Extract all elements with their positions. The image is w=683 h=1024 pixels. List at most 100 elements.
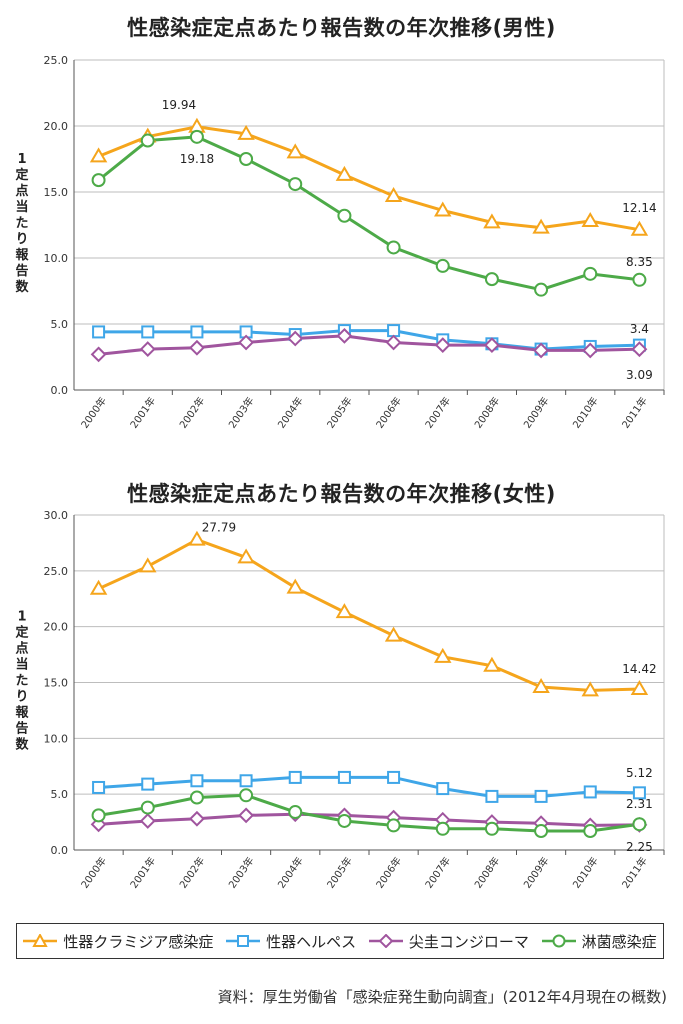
data-point (483, 213, 501, 229)
data-point (92, 780, 106, 794)
x-tick-label: 2003年 (226, 854, 257, 890)
x-tick-label: 2010年 (570, 854, 601, 890)
x-tick-label: 2004年 (275, 394, 306, 430)
data-point (189, 339, 205, 356)
data-point (139, 813, 156, 829)
source-note: 資料：厚生労働省「感染症発生動向調査」(2012年4月現在の概数) (217, 988, 667, 1006)
data-label: 27.79 (202, 521, 236, 535)
data-point (288, 805, 303, 820)
triangle-marker-icon (23, 934, 58, 947)
series-line (98, 793, 640, 833)
y-axis-label-char: 数 (15, 279, 29, 295)
y-axis-label-char: 点 (15, 641, 28, 657)
circle-marker-icon (541, 934, 576, 948)
x-tick-label: 2011年 (619, 394, 650, 430)
data-point (384, 186, 403, 202)
chart-title-female: 性感染症定点あたり報告数の年次推移(女性) (127, 482, 556, 506)
x-tick-label: 2003年 (226, 394, 257, 430)
data-point (385, 334, 402, 351)
data-point (89, 147, 108, 163)
data-point (581, 681, 599, 697)
data-point (335, 165, 354, 181)
x-tick-label: 2001年 (127, 854, 158, 890)
data-point (237, 124, 255, 140)
data-point (534, 282, 549, 297)
series-line (98, 775, 640, 798)
data-point (139, 557, 157, 573)
legend-item-chlamydia: 性器クラミジア感染症 (23, 931, 213, 952)
y-axis-label-char: 点 (15, 183, 28, 199)
y-tick-label: 0.0 (51, 384, 69, 397)
x-tick-label: 2006年 (373, 854, 404, 890)
data-point (484, 821, 499, 836)
data-point (632, 817, 647, 832)
data-label: 5.12 (626, 766, 653, 780)
data-point (89, 579, 108, 595)
legend-label: 尖圭コンジローマ (408, 932, 529, 951)
y-tick-label: 30.0 (44, 510, 69, 522)
x-tick-label: 2004年 (275, 854, 306, 890)
y-axis-label-char: 告 (15, 721, 28, 737)
series-line (97, 135, 640, 292)
data-point (92, 325, 106, 339)
y-axis-label-char: た (15, 216, 28, 231)
y-axis-label-char: り (15, 690, 28, 705)
y-tick-label: 0.0 (51, 844, 69, 857)
data-label: 3.4 (630, 322, 649, 336)
data-label: 14.42 (622, 662, 656, 676)
data-point (533, 342, 549, 359)
data-point (91, 808, 106, 823)
data-point (387, 324, 401, 338)
x-tick-label: 2000年 (78, 394, 109, 430)
data-point (485, 789, 499, 803)
data-point (483, 656, 501, 672)
data-point (140, 133, 155, 148)
y-tick-label: 10.0 (44, 252, 69, 265)
data-point (434, 337, 451, 354)
male-chart: 0.0 5.0 10.0 15.0 20.0 25.0 2000年 2001年 2002年 200… (14, 54, 665, 431)
data-point (188, 530, 206, 546)
y-axis-label-char: 報 (15, 247, 29, 263)
y-axis-label-char: り (15, 232, 28, 247)
chart-title-male: 性感染症定点あたり報告数の年次推移(男性) (127, 16, 556, 40)
x-tick-label: 2002年 (176, 854, 207, 890)
y-axis-label-char: 1 (17, 610, 26, 625)
data-point (386, 240, 401, 255)
y-axis-label-char: 1 (17, 152, 26, 167)
legend-label: 淋菌感染症 (581, 932, 657, 951)
data-point (190, 774, 204, 788)
data-point (335, 603, 354, 619)
data-point (287, 330, 304, 347)
x-tick-label: 2006年 (373, 394, 404, 430)
data-point (286, 143, 304, 159)
x-tick-label: 2009年 (521, 394, 552, 430)
x-tick-label: 2007年 (422, 854, 453, 890)
data-point (631, 341, 648, 358)
data-point (140, 800, 155, 815)
data-point (583, 785, 597, 799)
x-tick-label: 2001年 (127, 394, 158, 430)
y-axis-label-char: 定 (14, 167, 28, 183)
data-point (630, 679, 649, 695)
data-point (139, 341, 156, 357)
data-point (532, 218, 550, 234)
legend-label: 性器クラミジア感染症 (63, 932, 214, 951)
data-label: 19.94 (162, 98, 196, 112)
data-point (141, 325, 155, 339)
data-point (632, 786, 646, 800)
y-tick-label: 5.0 (51, 788, 69, 801)
y-axis-label-char: 当 (15, 657, 28, 673)
data-point (239, 788, 254, 803)
y-tick-label: 20.0 (44, 621, 69, 634)
data-point (237, 548, 255, 564)
data-point (581, 212, 599, 228)
data-point (337, 208, 352, 223)
legend-item-herpes: 性器ヘルペス (226, 931, 356, 952)
series-line (98, 334, 640, 356)
data-point (190, 325, 204, 339)
y-axis-label-char: 報 (15, 705, 29, 721)
data-point (337, 770, 351, 784)
data-point (632, 272, 647, 287)
x-tick-label: 2005年 (324, 394, 355, 430)
y-axis-label-char: 当 (15, 199, 28, 215)
